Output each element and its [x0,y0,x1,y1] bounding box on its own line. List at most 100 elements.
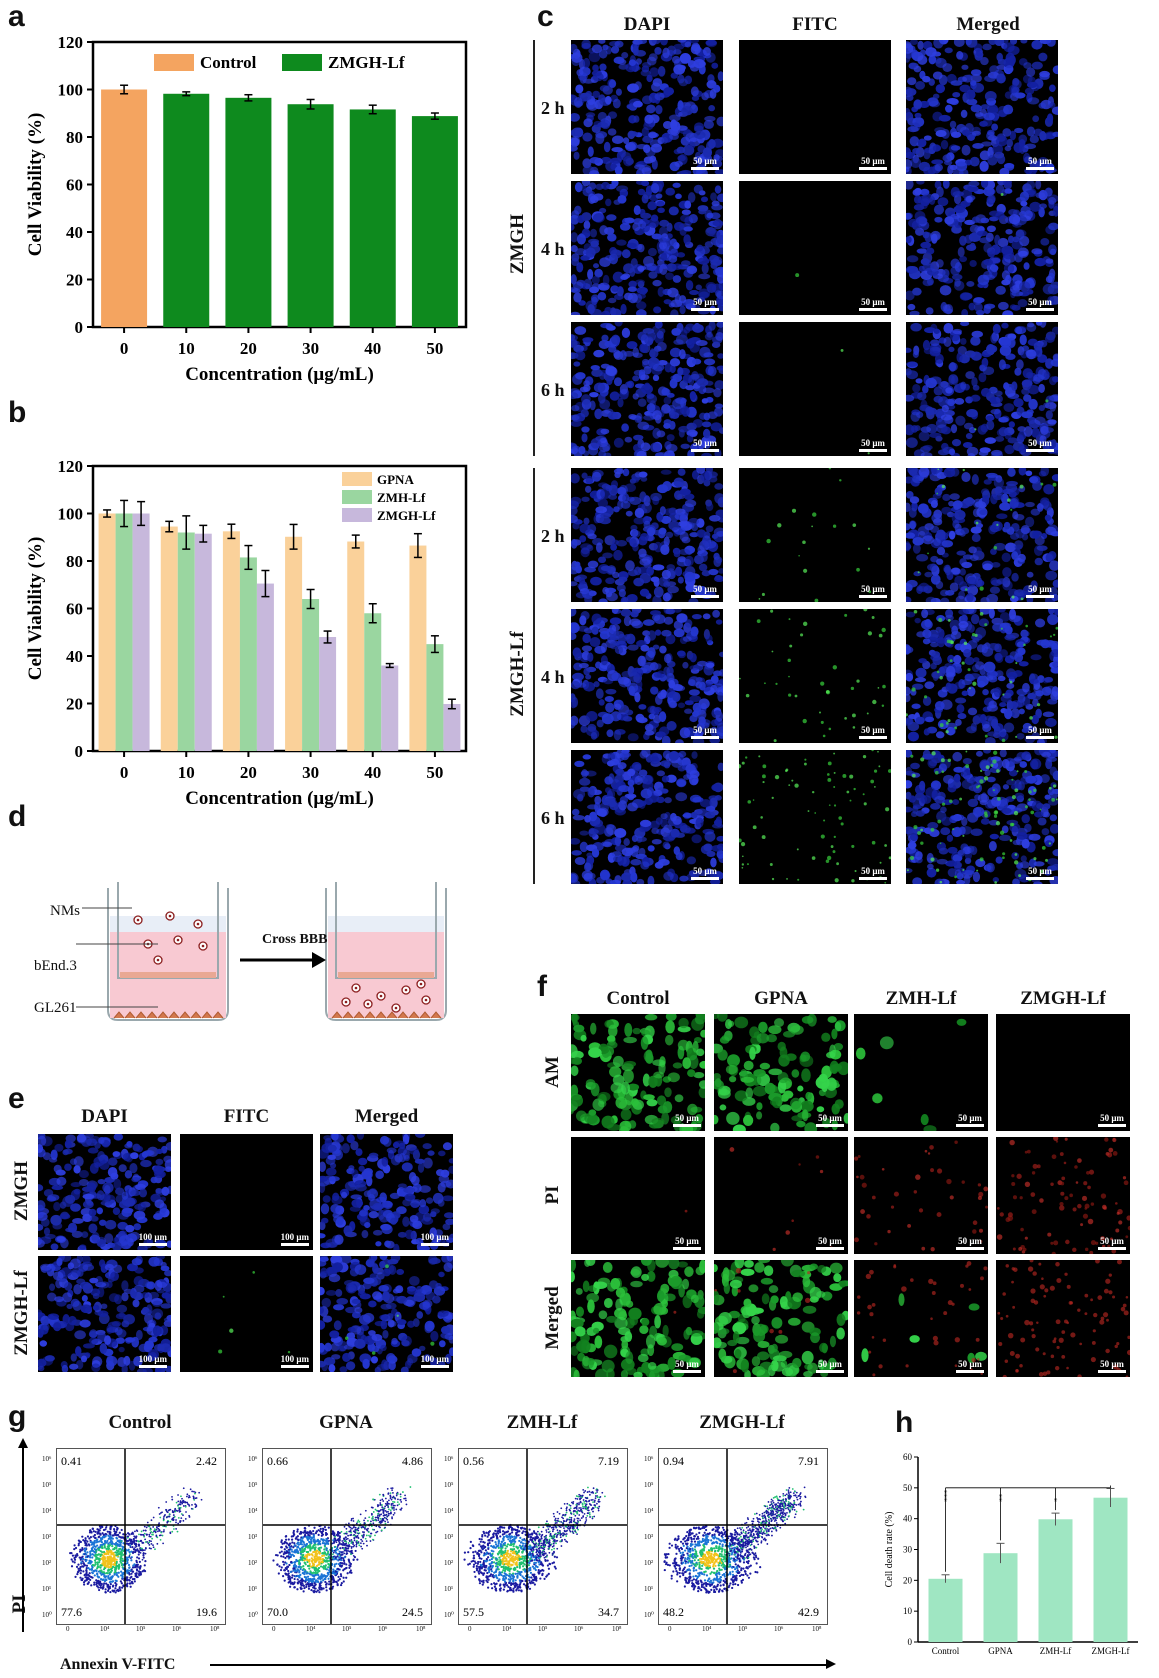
bar [256,583,274,751]
bar [364,613,382,751]
merged-image: 50 μm [906,322,1058,456]
y-tick-label: 10⁴ [444,1507,454,1515]
scale-bar: 50 μm [859,156,887,170]
micrograph-texture [729,1147,833,1252]
dapi-image: 50 μm [571,40,723,174]
y-arrow-line [22,1447,24,1632]
y-tick-label: 10³ [248,1533,258,1541]
micrograph-texture [320,1134,453,1250]
flow-plot: 0.94 7.91 48.2 42.9 [658,1448,828,1625]
transwell-schematic [76,882,447,1021]
plot-frame [91,40,468,329]
y-tick-label: 10¹ [248,1585,258,1593]
micrograph-texture [684,1209,688,1213]
column-header: ZMH-Lf [885,988,957,1009]
y-tick-label: 10⁵ [644,1481,654,1489]
bar [928,1578,963,1642]
dapi-image: 50 μm [571,322,723,456]
y-tick-label: 40 [66,223,83,242]
y-tick-label: 10³ [42,1533,52,1541]
panel-letter-e: e [8,1082,25,1115]
micrograph-texture [758,468,872,602]
x-tick-label: 20 [240,339,257,358]
x-tick-label: Control [932,1646,960,1656]
y-tick-label: 10⁰ [42,1611,52,1619]
gl261-cell [168,1011,180,1019]
viability-chart-b: 0 20 40 60 80 100 120 0 10 20 30 40 50 Concentration … [25,457,468,809]
y-tick-label: 10³ [444,1533,454,1541]
x-tick-label: 10 [178,763,195,782]
y-tick-label: 0 [908,1637,913,1647]
panel-letter-c: c [537,0,554,33]
gl261-label: GL261 [34,1000,77,1016]
bend3-layer [120,972,216,978]
x-tick-label: 30 [302,339,319,358]
quadrant-percent: 70.0 [267,1605,288,1619]
x-tick-label: 10⁴ [502,1625,512,1633]
gl261-cell [408,1011,420,1019]
bar [115,513,133,751]
merged-image: 50 μm [906,40,1058,174]
particle-core [344,1000,348,1004]
panel-letter-b: b [8,396,27,429]
legend-label: ZMH-Lf [377,490,426,505]
x-tick-label: ZMH-Lf [1040,1646,1072,1656]
fitc-image: 50 μm [739,40,891,174]
quadrant-percent: 48.2 [663,1605,684,1619]
particle-core [176,938,180,942]
x-tick-label: ZMGH-Lf [1092,1646,1130,1656]
pi-image: 50 μm [714,1137,848,1254]
flow-plot: 0.41 2.42 77.6 19.6 [56,1448,226,1625]
scale-bar-line [691,308,719,311]
bar [409,545,427,751]
pi-image: 50 μm [854,1137,988,1254]
row-label: ZMGH-Lf [11,1270,32,1356]
scale-bar-line [1026,877,1054,880]
y-tick-label: 40 [66,647,83,666]
bend3-layer [338,972,434,978]
scale-bar-line [956,1370,984,1373]
x-arrow-line [210,1664,830,1666]
scale-bar: 50 μm [1026,584,1054,598]
x-tick-label: 0 [272,1625,276,1633]
micrograph-texture [739,750,891,884]
gl261-cell [179,1011,191,1019]
bar [222,531,240,751]
micrograph-texture [38,1134,171,1250]
y-axis-label: Cell death rate (%) [884,1512,895,1588]
scale-bar: 50 μm [673,1113,701,1127]
bar [101,89,148,327]
cross-bbb-label: Cross BBB [262,932,328,947]
group-title: Control [108,1412,172,1433]
group-bracket-line [533,40,535,456]
am-image: 50 μm [854,1014,988,1131]
quadrant-percent: 19.6 [196,1605,217,1619]
x-tick-label: 0 [668,1625,672,1633]
x-tick-label: 10⁵ [136,1625,146,1633]
group-label: ZMGH-Lf [507,631,528,717]
flow-plot: 0.66 4.86 70.0 24.5 [262,1448,432,1625]
y-tick-label: 30 [903,1545,913,1555]
particle-core [156,958,160,962]
gl261-cell [430,1011,442,1019]
row-label: PI [542,1185,563,1204]
x-tick-label: 10 [178,339,195,358]
y-tick-label: 20 [66,271,83,290]
scale-bar-line [1026,167,1054,170]
scale-bar-line [691,449,719,452]
gl261-cell [419,1011,431,1019]
scale-bar: 50 μm [673,1359,701,1373]
particle-core [379,994,383,998]
column-header-fitc: FITC [223,1106,270,1127]
x-tick-label: 10⁶ [774,1625,784,1633]
scale-bar-line [1026,308,1054,311]
x-tick-label: 10⁵ [342,1625,352,1633]
quadrant-percent: 0.56 [463,1454,484,1468]
micrograph-texture [840,348,870,455]
y-tick-label: 10⁰ [248,1611,258,1619]
scale-bar-line [859,167,887,170]
column-header-dapi: DAPI [623,14,671,35]
quadrant-percent: 42.9 [798,1605,819,1619]
column-header: GPNA [754,988,808,1009]
y-tick-label: 10⁰ [444,1611,454,1619]
